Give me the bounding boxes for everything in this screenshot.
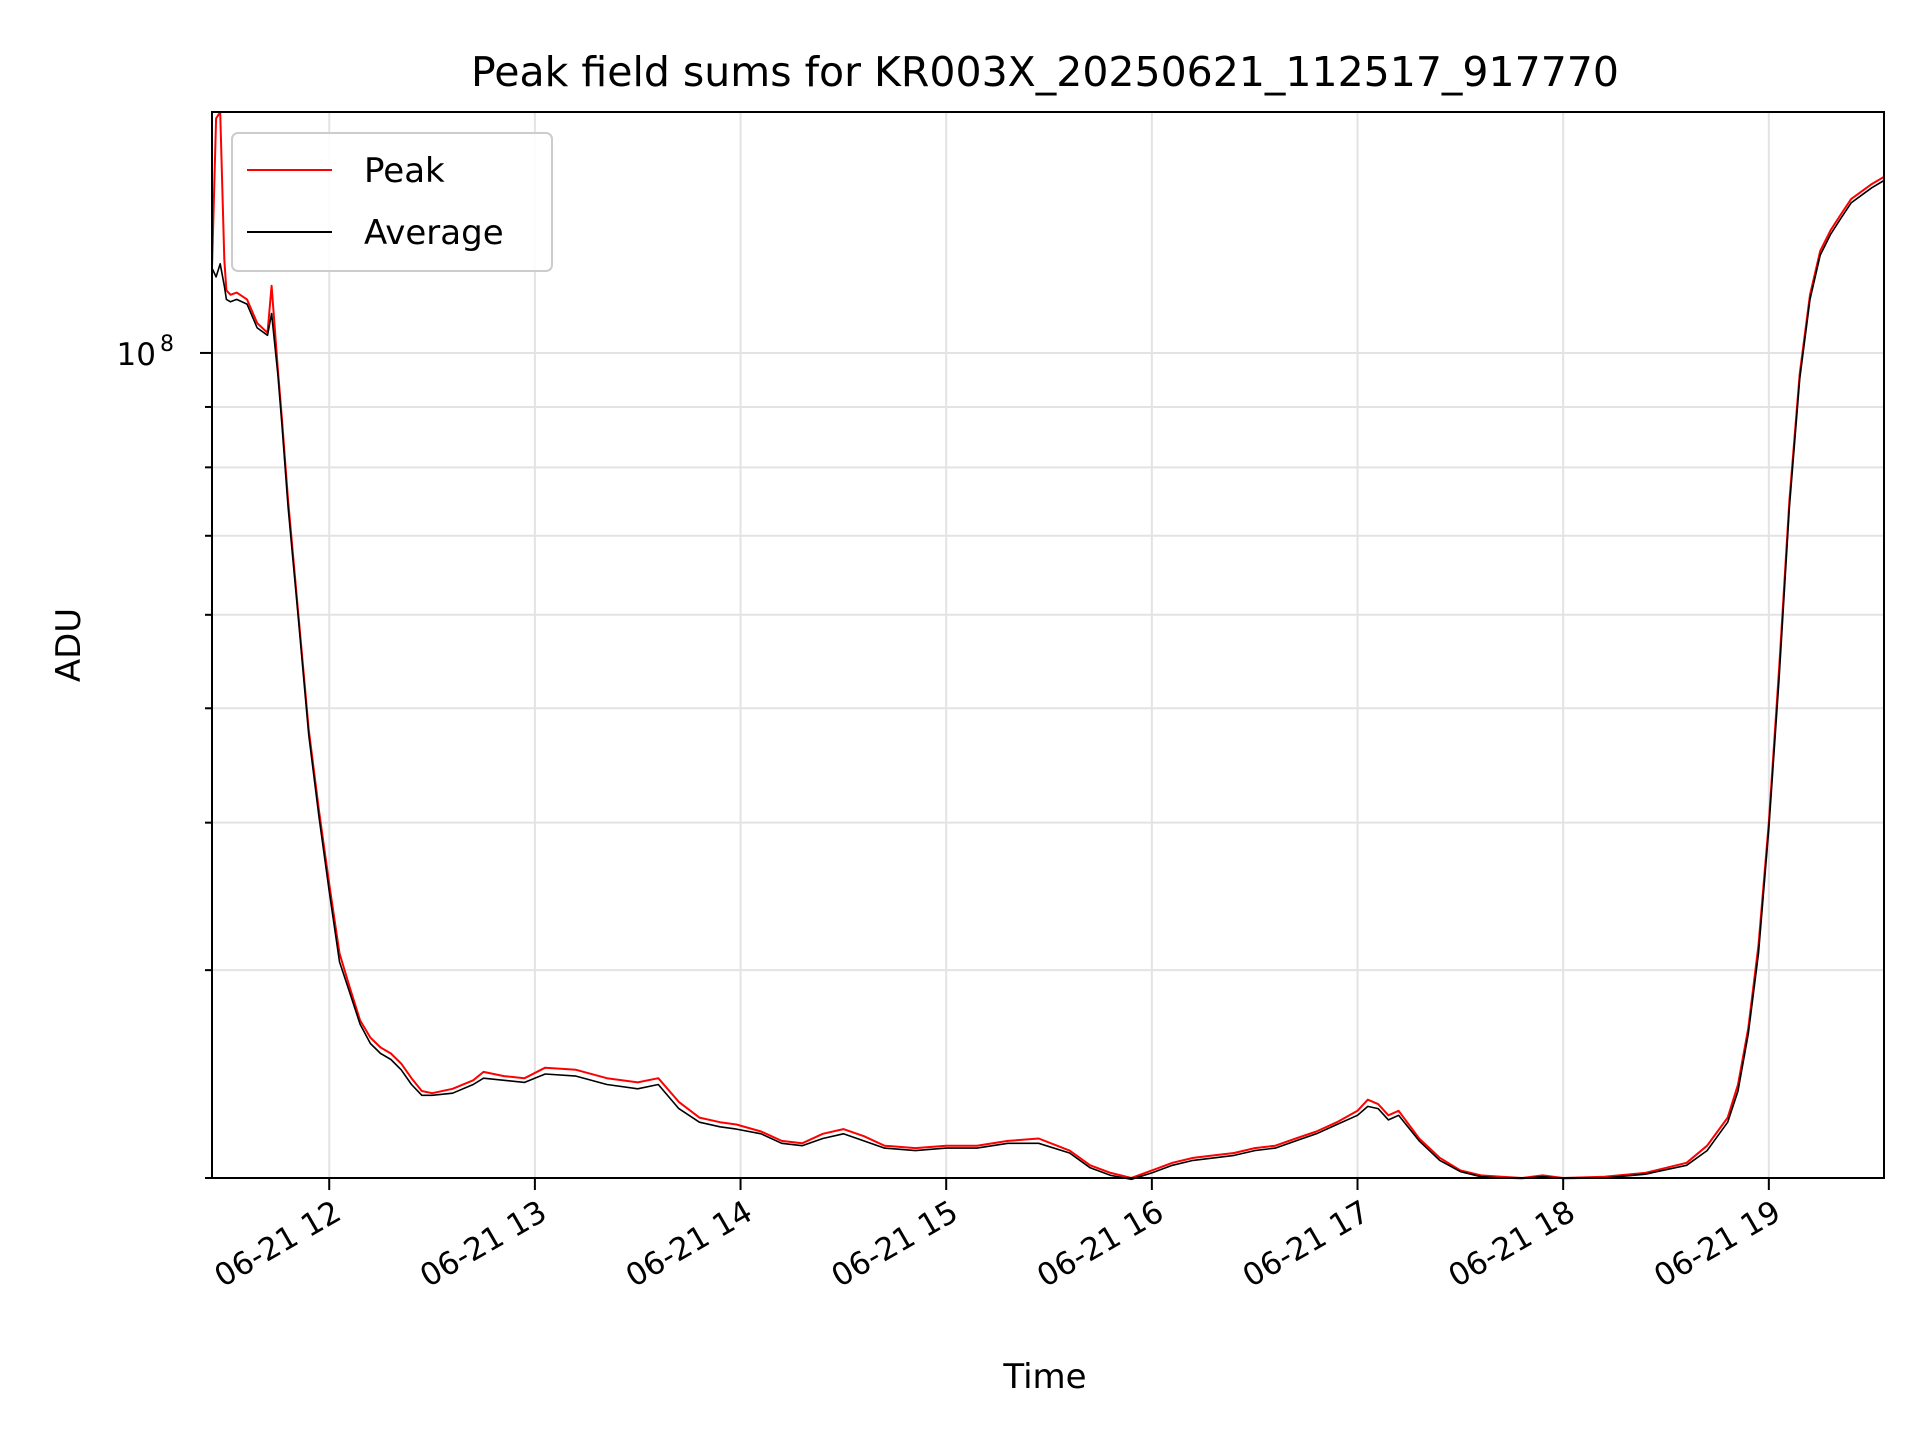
- series-layer: [211, 111, 1885, 1181]
- x-tick-label: 06-21 18: [1442, 1194, 1581, 1295]
- x-tick-label: 06-21 13: [414, 1194, 553, 1295]
- y-tick-label-exponent: 8: [160, 332, 174, 357]
- series-line-peak: [211, 111, 1885, 1179]
- legend: Peak Average: [231, 132, 553, 272]
- axis-ticks: 06-21 12 06-21 13 06-21 14 06-21 15 06-21 16…: [117, 332, 1787, 1295]
- legend-label-peak: Peak: [364, 151, 445, 191]
- x-tick-label: 06-21 19: [1648, 1194, 1787, 1295]
- chart-title: Peak field sums for KR003X_20250621_1125…: [471, 48, 1619, 96]
- legend-label-average: Average: [364, 213, 504, 253]
- x-axis-label: Time: [1002, 1357, 1086, 1397]
- series-line-average: [211, 179, 1885, 1181]
- x-tick-label: 06-21 17: [1237, 1194, 1376, 1295]
- y-axis-label: ADU: [49, 608, 89, 682]
- x-tick-label: 06-21 15: [825, 1194, 964, 1295]
- y-tick-label: 10: [117, 337, 156, 373]
- x-tick-label: 06-21 14: [620, 1194, 759, 1295]
- x-tick-label: 06-21 16: [1031, 1194, 1170, 1295]
- legend-box: [231, 132, 553, 272]
- x-tick-label: 06-21 12: [209, 1194, 348, 1295]
- plot-frame: [211, 111, 1885, 1179]
- gridlines: [212, 112, 1884, 1179]
